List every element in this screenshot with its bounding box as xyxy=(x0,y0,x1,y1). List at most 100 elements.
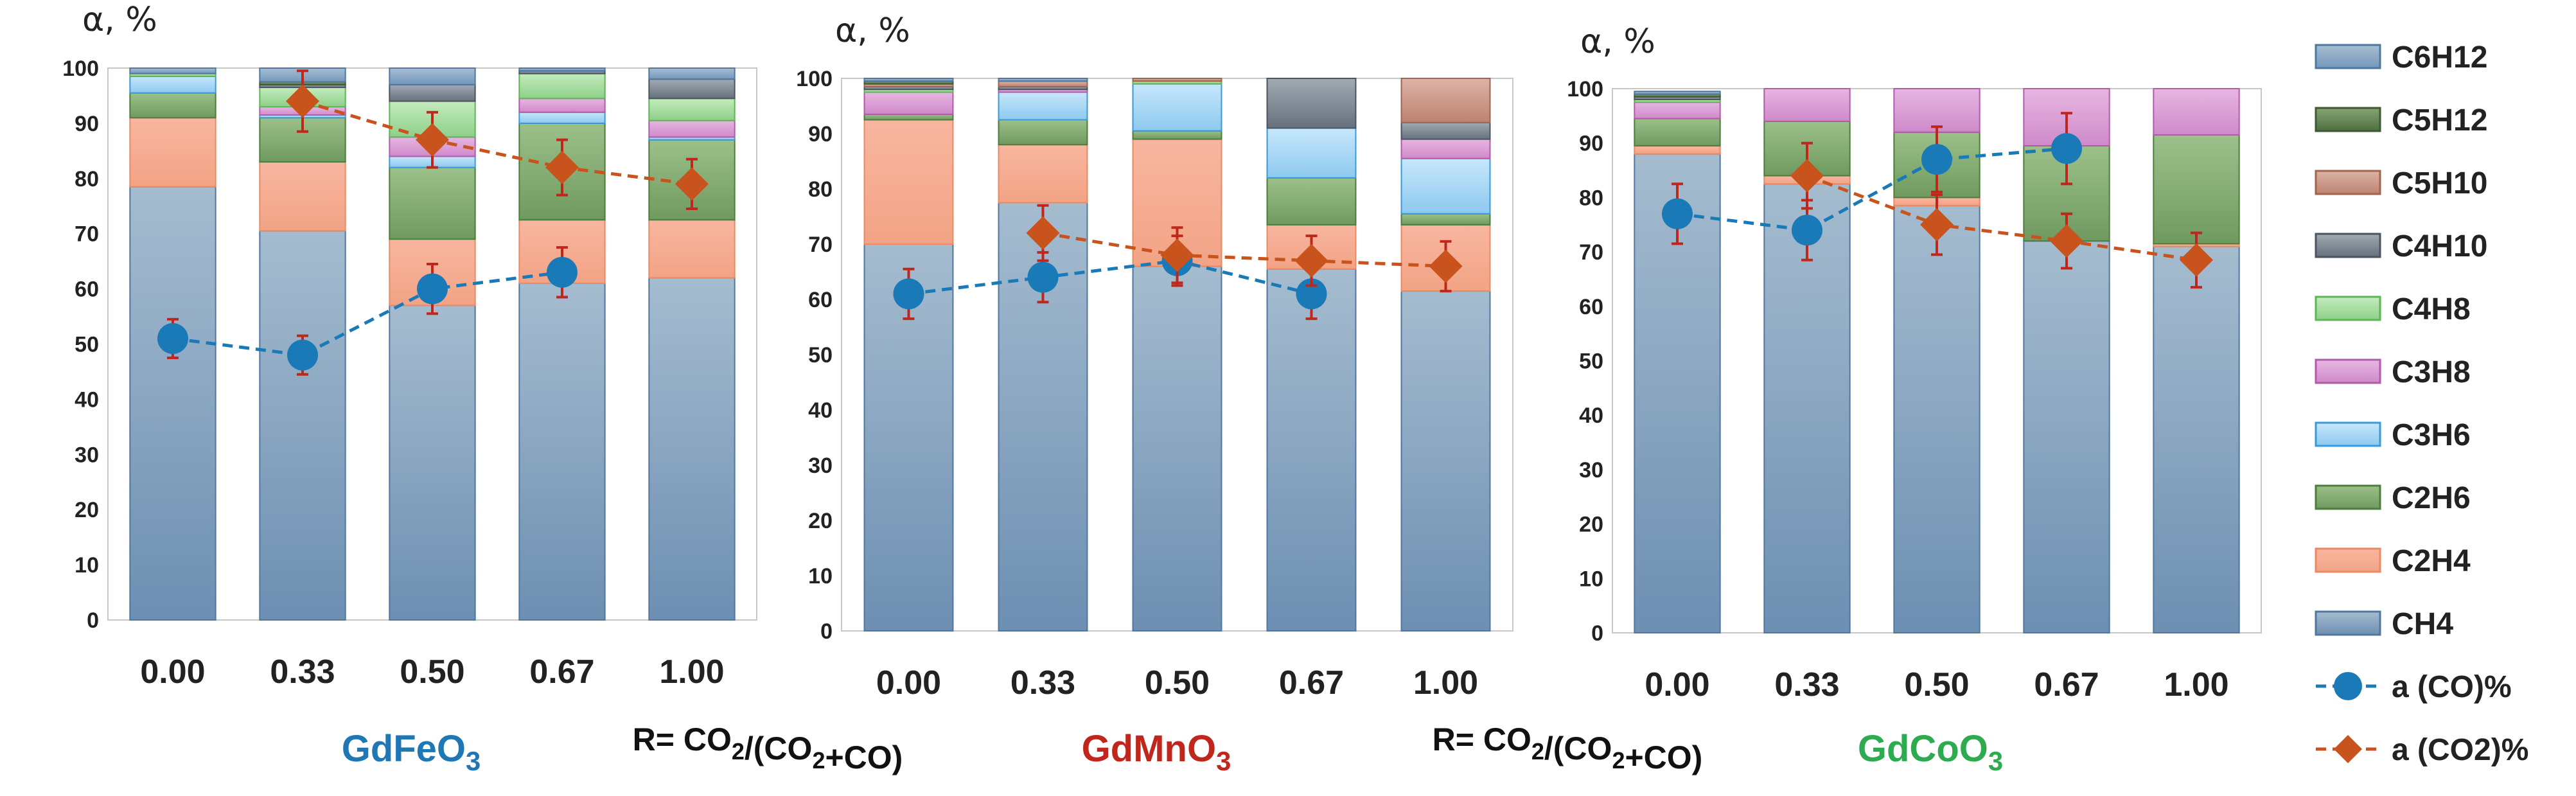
bar-c3h8-0 xyxy=(1634,102,1721,119)
legend: C6H12 C5H12 C5H10 C4H10 C4H8 C3H8 C3H6 C2H6 C2H4… xyxy=(2315,40,2528,767)
x-tick-label: 0.67 xyxy=(2034,666,2099,703)
point-a-co2 xyxy=(1920,208,1954,242)
y-tick-label: 50 xyxy=(1579,349,1603,374)
legend-swatch xyxy=(2315,547,2381,573)
bar-c3h8-1 xyxy=(1763,88,1851,122)
x-tick-label: 1.00 xyxy=(659,653,724,691)
bar-c2h4-0 xyxy=(129,117,216,188)
bar-c3h8-4 xyxy=(2153,88,2240,136)
y-axis-label: α, % xyxy=(1580,22,1655,61)
bar-c3h8-4 xyxy=(648,119,736,138)
legend-item-ch4: CH4 xyxy=(2315,607,2453,641)
bar-ch4-4 xyxy=(648,277,736,621)
legend-label: C2H6 xyxy=(2392,481,2471,515)
point-a-co2 xyxy=(1790,159,1824,193)
catalyst-title: GdFeO3 xyxy=(342,728,481,776)
bar-ch4-2 xyxy=(1132,265,1222,632)
point-a-co xyxy=(893,278,924,310)
x-tick-label: 0.67 xyxy=(529,653,594,691)
bar-c2h6-0 xyxy=(129,92,216,119)
point-a-co2 xyxy=(675,167,709,201)
x-tick-label: 0.50 xyxy=(1904,666,1969,703)
y-tick-label: 20 xyxy=(1579,513,1603,537)
legend-marker xyxy=(2334,735,2362,763)
line-a-co2 xyxy=(1806,174,2197,262)
x-tick-label: 0.50 xyxy=(400,653,464,691)
y-tick-label: 10 xyxy=(1579,567,1603,591)
y-tick-label: 0 xyxy=(87,608,99,633)
legend-swatch xyxy=(2315,358,2381,384)
y-tick-label: 100 xyxy=(1567,77,1603,102)
line-a-co xyxy=(1677,146,2067,232)
y-tick-label: 90 xyxy=(1579,132,1603,156)
point-a-co2 xyxy=(1026,216,1060,250)
legend-label: C5H12 xyxy=(2392,103,2487,137)
bar-c3h8-2 xyxy=(1893,88,1981,133)
bar-c2h4-0 xyxy=(863,119,954,245)
legend-item-c6h12: C6H12 xyxy=(2315,40,2487,75)
y-tick-label: 80 xyxy=(808,177,833,202)
bar-ch4-3 xyxy=(1266,268,1357,632)
legend-marker xyxy=(2334,672,2362,700)
y-tick-label: 70 xyxy=(1579,240,1603,265)
point-a-co xyxy=(2051,133,2082,164)
bar-ch4-3 xyxy=(2023,240,2110,634)
legend-item-c3h8: C3H8 xyxy=(2315,355,2471,389)
point-a-co xyxy=(547,256,578,288)
point-a-co xyxy=(1792,215,1822,246)
point-a-co2 xyxy=(1294,243,1328,278)
y-tick-label: 10 xyxy=(808,564,833,588)
bar-c3h6-1 xyxy=(998,91,1088,121)
bar-ch4-4 xyxy=(1400,290,1491,632)
y-tick-label: 60 xyxy=(1579,295,1603,319)
y-tick-label: 50 xyxy=(75,333,99,357)
chart-gdcoo3: 0 10 20 30 40 50 60 70 80 90 100 α, % 0.00 0.33 0.50 0.… xyxy=(1567,22,2262,776)
point-a-co2 xyxy=(1160,238,1194,272)
bar-c2h6-1 xyxy=(998,119,1088,146)
point-a-co2 xyxy=(286,84,319,118)
y-tick-label: 90 xyxy=(808,122,833,146)
point-a-co xyxy=(1662,198,1693,229)
y-tick-label: 50 xyxy=(808,343,833,367)
bar-c6h12-0 xyxy=(1634,91,1721,95)
bar-c4h8-4 xyxy=(648,98,736,121)
bar-c4h10-3 xyxy=(1266,78,1357,129)
point-a-co2 xyxy=(545,150,579,184)
point-a-co2 xyxy=(416,123,449,157)
legend-item-c4h8: C4H8 xyxy=(2315,292,2471,326)
bar-c5h10-1 xyxy=(998,80,1088,87)
y-tick-label: 60 xyxy=(75,278,99,302)
legend-swatch xyxy=(2315,170,2381,195)
catalyst-title: GdMnO3 xyxy=(1082,728,1231,776)
y-tick-label: 40 xyxy=(75,387,99,412)
legend-label: C3H6 xyxy=(2392,418,2471,452)
bar-c6h12-0 xyxy=(863,78,954,82)
y-tick-label: 60 xyxy=(808,288,833,312)
bar-c5h10-2 xyxy=(1132,78,1222,82)
legend-label: C4H10 xyxy=(2392,229,2487,263)
y-tick-label: 0 xyxy=(1591,621,1603,646)
line-a-co2 xyxy=(302,100,693,186)
legend-swatch xyxy=(2315,44,2381,69)
y-tick-label: 10 xyxy=(75,553,99,578)
bar-c4h8-3 xyxy=(518,73,606,100)
x-axis-label: R= CO2/(CO2+CO) xyxy=(1433,721,1703,775)
y-tick-label: 30 xyxy=(75,443,99,467)
bar-ch4-3 xyxy=(518,283,606,621)
bar-c3h8-0 xyxy=(863,91,954,115)
bar-c3h6-3 xyxy=(1266,127,1357,179)
x-tick-label: 0.00 xyxy=(1645,666,1709,703)
y-tick-label: 90 xyxy=(75,112,99,136)
legend-label: C6H12 xyxy=(2392,40,2487,75)
bar-ch4-0 xyxy=(129,186,216,621)
bar-c3h6-3 xyxy=(518,111,606,124)
x-tick-label: 0.33 xyxy=(1774,666,1839,703)
y-tick-label: 20 xyxy=(75,498,99,522)
legend-label: C2H4 xyxy=(2392,544,2471,578)
legend-label: C5H10 xyxy=(2392,166,2487,200)
point-a-co2 xyxy=(2180,243,2213,277)
legend-label: C4H8 xyxy=(2392,292,2471,326)
legend-swatch xyxy=(2315,484,2381,510)
